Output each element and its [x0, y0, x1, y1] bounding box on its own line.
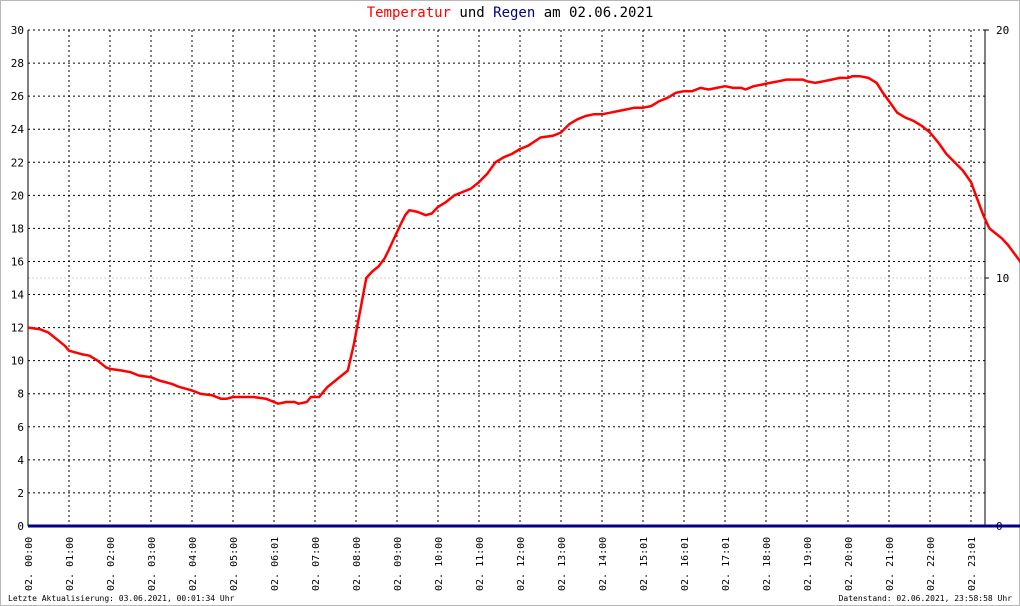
x-tick-label: 02. 11:00 — [475, 537, 486, 591]
x-tick-label: 02. 09:00 — [393, 537, 404, 591]
y-left-tick-label: 26 — [11, 90, 24, 103]
y-left-tick-label: 2 — [17, 487, 24, 500]
y-left-tick-label: 4 — [17, 454, 24, 467]
x-tick-label: 02. 19:00 — [803, 537, 814, 591]
x-tick-label: 02. 06:01 — [270, 537, 281, 591]
temperature-series-line — [27, 75, 1020, 405]
y-left-tick-label: 30 — [11, 24, 24, 37]
title-rain: Regen — [493, 5, 536, 21]
y-left-tick-label: 24 — [11, 123, 25, 136]
title-date: am 02.06.2021 — [535, 5, 654, 21]
y-left-tick-label: 16 — [11, 255, 24, 268]
y-right-tick-label: 10 — [996, 272, 1009, 285]
y-left-tick-label: 8 — [17, 388, 24, 401]
y-left-tick-label: 14 — [11, 289, 25, 302]
x-tick-label: 02. 18:00 — [762, 537, 773, 591]
x-tick-label: 02. 07:00 — [311, 537, 322, 591]
x-tick-label: 02. 22:00 — [926, 537, 937, 591]
x-tick-label: 02. 13:00 — [557, 537, 568, 591]
y-left-tick-label: 0 — [17, 520, 24, 533]
x-tick-label: 02. 23:01 — [967, 537, 978, 591]
y-left-tick-label: 20 — [11, 189, 24, 202]
chart-title: Temperatur und Regen am 02.06.2021 — [0, 5, 1020, 21]
data-status-text: Datenstand: 02.06.2021, 23:58:58 Uhr — [838, 594, 1012, 603]
x-tick-label: 02. 03:00 — [147, 537, 158, 591]
y-right-tick-label: 20 — [996, 24, 1009, 37]
x-tick-label: 02. 14:00 — [598, 537, 609, 591]
y-left-tick-label: 12 — [11, 322, 24, 335]
x-tick-label: 02. 15:01 — [639, 537, 650, 591]
x-tick-label: 02. 16:01 — [680, 537, 691, 591]
x-tick-label: 02. 05:00 — [229, 537, 240, 591]
x-tick-label: 02. 02:00 — [106, 537, 117, 591]
x-tick-label: 02. 20:00 — [844, 537, 855, 591]
x-tick-label: 02. 00:00 — [24, 537, 35, 591]
x-tick-label: 02. 21:00 — [885, 537, 896, 591]
y-left-tick-label: 6 — [17, 421, 24, 434]
y-left-tick-label: 18 — [11, 222, 24, 235]
x-tick-label: 02. 01:00 — [65, 537, 76, 591]
title-temperature: Temperatur — [366, 5, 451, 21]
y-left-tick-label: 10 — [11, 355, 24, 368]
x-tick-label: 02. 08:00 — [352, 537, 363, 591]
x-tick-label: 02. 12:00 — [516, 537, 527, 591]
y-left-tick-label: 28 — [11, 57, 24, 70]
last-update-text: Letzte Aktualisierung: 03.06.2021, 00:01… — [8, 594, 235, 603]
x-tick-label: 02. 04:00 — [188, 537, 199, 591]
title-and: und — [450, 5, 494, 21]
y-left-tick-label: 22 — [11, 156, 24, 169]
x-tick-label: 02. 17:01 — [721, 537, 732, 591]
x-tick-label: 02. 10:00 — [434, 537, 445, 591]
